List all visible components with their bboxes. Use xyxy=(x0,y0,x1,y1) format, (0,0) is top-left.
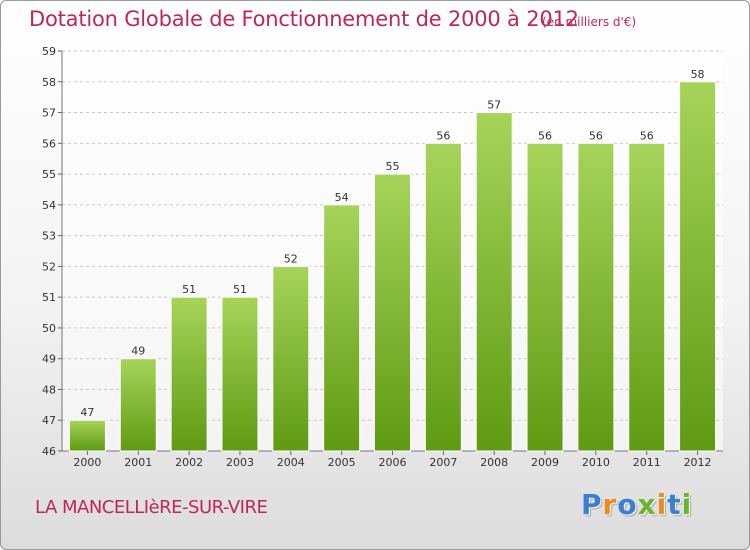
y-tick-label: 53 xyxy=(42,230,56,243)
x-tick-label: 2000 xyxy=(73,456,101,469)
y-tick-label: 57 xyxy=(42,107,56,120)
logo-letter: r xyxy=(602,488,618,521)
bar-value-label: 56 xyxy=(436,129,450,142)
chart-subtitle: (en milliers d'€) xyxy=(542,15,637,29)
bar-value-label: 57 xyxy=(487,99,501,112)
bar-value-label: 51 xyxy=(182,283,196,296)
x-tick-label: 2005 xyxy=(328,456,356,469)
x-tick-label: 2011 xyxy=(633,456,661,469)
bar xyxy=(475,112,513,452)
commune-name: LA MANCELLIèRE-SUR-VIRE xyxy=(35,497,268,518)
bar xyxy=(68,419,106,452)
y-tick-label: 59 xyxy=(42,45,56,58)
logo-letter: i xyxy=(681,488,693,521)
bar-value-label: 51 xyxy=(233,283,247,296)
x-tick-label: 2008 xyxy=(480,456,508,469)
bar xyxy=(374,173,411,452)
bar-value-label: 55 xyxy=(386,160,400,173)
logo-letter: x xyxy=(637,488,657,521)
bar-value-label: 54 xyxy=(335,191,349,204)
x-tick-label: 2001 xyxy=(124,456,152,469)
y-tick-label: 50 xyxy=(42,322,56,335)
y-tick-label: 54 xyxy=(42,199,56,212)
y-tick-label: 48 xyxy=(42,383,56,396)
y-tick-label: 51 xyxy=(42,291,56,304)
bar xyxy=(119,358,157,452)
y-tick-label: 49 xyxy=(42,353,56,366)
bar xyxy=(526,142,564,452)
logo-letter: P xyxy=(581,488,603,521)
logo-letter: o xyxy=(617,488,638,521)
bar-value-label: 47 xyxy=(80,406,94,419)
bar-value-label: 49 xyxy=(131,345,145,358)
x-tick-label: 2003 xyxy=(226,456,254,469)
x-tick-label: 2007 xyxy=(429,456,457,469)
logo-letter: i xyxy=(656,488,668,521)
y-tick-label: 46 xyxy=(42,445,56,458)
bar xyxy=(424,142,462,452)
bar-value-label: 56 xyxy=(538,129,552,142)
bar-value-label: 56 xyxy=(589,129,603,142)
y-tick-label: 58 xyxy=(42,76,56,89)
y-tick-label: 52 xyxy=(42,260,56,273)
x-tick-label: 2004 xyxy=(277,456,305,469)
y-tick-label: 55 xyxy=(42,168,56,181)
bar xyxy=(679,81,717,452)
x-tick-label: 2012 xyxy=(684,456,712,469)
x-tick-label: 2009 xyxy=(531,456,559,469)
bar xyxy=(170,296,208,452)
bar xyxy=(221,296,259,452)
bar xyxy=(323,204,361,452)
bar-value-label: 56 xyxy=(640,129,654,142)
logo-letter: t xyxy=(667,488,682,521)
bar-value-label: 52 xyxy=(284,252,298,265)
bar xyxy=(577,142,615,452)
x-tick-label: 2006 xyxy=(379,456,407,469)
bar xyxy=(272,265,310,452)
bar xyxy=(628,142,666,452)
proxiti-logo: Proxiti xyxy=(581,488,692,521)
bar-value-label: 58 xyxy=(691,68,705,81)
x-tick-label: 2010 xyxy=(582,456,610,469)
y-tick-label: 47 xyxy=(42,414,56,427)
x-tick-label: 2002 xyxy=(175,456,203,469)
chart-title: Dotation Globale de Fonctionnement de 20… xyxy=(29,7,579,31)
y-tick-label: 56 xyxy=(42,137,56,150)
